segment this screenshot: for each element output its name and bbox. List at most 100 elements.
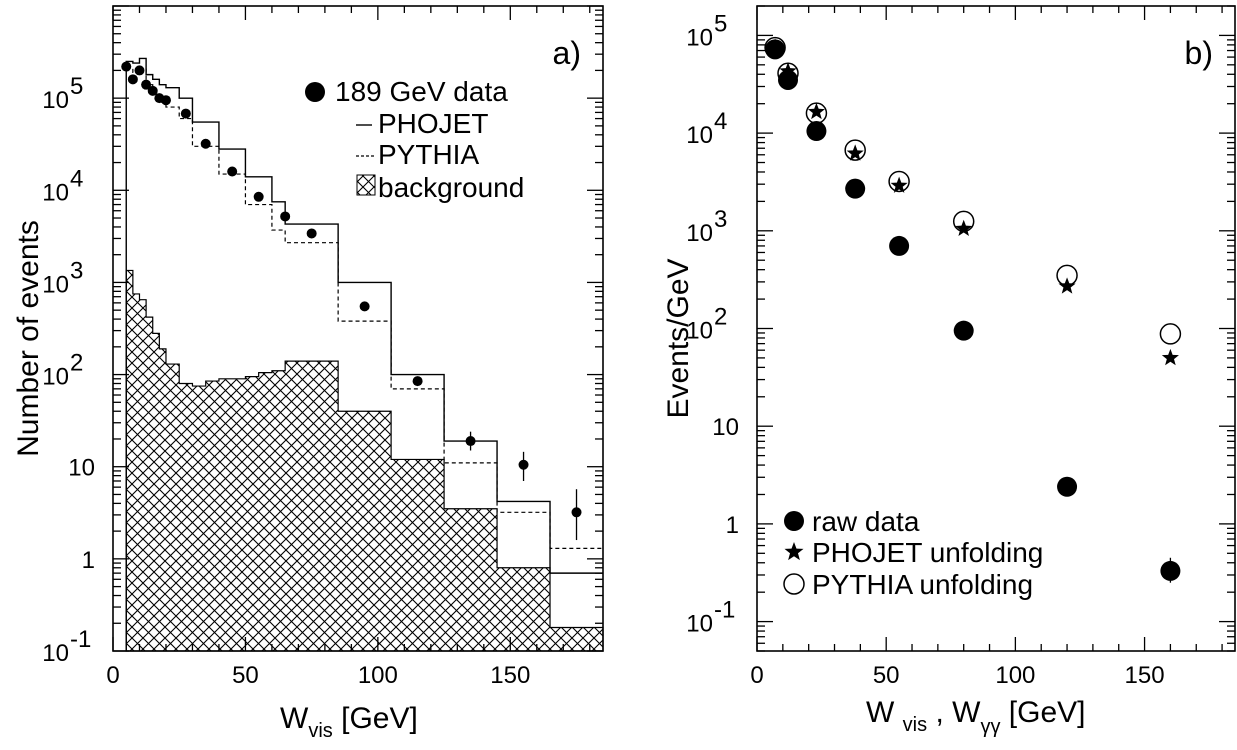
y-tick-exponent: -1 — [714, 597, 735, 624]
y-tick-label: 10 — [68, 455, 95, 482]
raw-data-point — [889, 235, 910, 256]
phojet-unfolding-point — [1161, 348, 1179, 366]
y-tick-label: 10 — [686, 220, 713, 247]
data-point — [134, 65, 145, 76]
y-tick-exponent: 2 — [70, 350, 83, 377]
x-tick-label: 100 — [358, 662, 398, 689]
x-axis-title-sub2: γγ — [980, 716, 1000, 738]
x-axis-title-sub: vis — [903, 714, 927, 736]
phojet-unfolding-point — [955, 219, 973, 237]
y-tick-label: 10 — [42, 179, 69, 206]
raw-data-point — [845, 178, 866, 199]
data-point — [200, 138, 211, 149]
panel-label: a) — [553, 35, 581, 71]
y-tick-label: 10 — [42, 87, 69, 114]
data-point — [127, 74, 138, 85]
data-point — [180, 108, 191, 119]
y-tick-label: 10 — [686, 318, 713, 345]
x-tick-label: 0 — [106, 662, 119, 689]
phojet-unfolding-point — [1058, 277, 1076, 294]
x-tick-label: 150 — [490, 662, 530, 689]
y-tick-label: 10 — [686, 24, 713, 51]
x-tick-label: 100 — [995, 662, 1035, 689]
data-point — [465, 436, 476, 447]
x-axis-title-sub: vis — [308, 720, 332, 742]
x-axis-title-main: W — [866, 696, 903, 729]
y-tick-label: 10 — [42, 271, 69, 298]
x-axis-title-unit: [GeV] — [1000, 696, 1085, 729]
phojet-histogram — [125, 57, 603, 651]
phojet-unfolding-point — [807, 102, 825, 120]
data-point — [518, 459, 529, 470]
data-point — [147, 85, 158, 96]
x-axis-title-unit: [GeV] — [333, 702, 418, 735]
raw-data-point — [778, 69, 799, 90]
legend-label: 189 GeV data — [335, 76, 508, 107]
raw-data-point — [806, 121, 827, 142]
data-point — [571, 507, 582, 518]
data-point — [141, 79, 152, 90]
legend-marker-dot — [784, 511, 804, 531]
y-axis-title: Number of events — [12, 220, 45, 457]
legend-label: PYTHIA — [378, 139, 479, 170]
phojet-unfolding-point — [779, 62, 797, 79]
y-tick-label: 1 — [726, 512, 739, 539]
legend-marker-dot — [305, 82, 325, 102]
x-tick-label: 150 — [1125, 662, 1165, 689]
y-tick-exponent: 5 — [714, 10, 727, 37]
plot-frame — [112, 5, 604, 652]
x-axis-title: Wvis [GeV] — [280, 702, 418, 742]
x-axis-title-mid: , W — [927, 696, 981, 729]
y-tick-exponent: 4 — [70, 165, 83, 192]
x-axis-title-main: W — [280, 702, 309, 735]
y-tick-label: 10 — [42, 640, 69, 667]
x-tick-label: 50 — [232, 662, 259, 689]
data-point — [412, 376, 423, 387]
legend-label: PYTHIA unfolding — [812, 569, 1033, 600]
y-tick-exponent: 3 — [70, 257, 83, 284]
legend-marker-hatch — [356, 174, 376, 196]
panel-label: b) — [1185, 35, 1213, 71]
y-tick-exponent: -1 — [70, 626, 91, 653]
legend-label: PHOJET — [378, 108, 488, 139]
raw-data-point — [1057, 476, 1078, 497]
data-point — [160, 95, 171, 106]
y-tick-label: 10 — [686, 122, 713, 149]
legend-label: raw data — [812, 506, 920, 537]
legend-marker-star — [784, 542, 804, 561]
y-tick-exponent: 4 — [714, 108, 727, 135]
legend-label: background — [378, 172, 524, 203]
background-histogram — [125, 269, 604, 652]
x-tick-label: 50 — [873, 662, 900, 689]
data-point — [253, 191, 264, 202]
data-point — [280, 211, 291, 222]
data-point — [227, 166, 238, 177]
data-point — [306, 228, 317, 239]
data-point — [121, 61, 132, 72]
y-tick-label: 10 — [686, 611, 713, 638]
phojet-unfolding-point — [846, 144, 864, 161]
panel-b: 0 50 100 15010510410310210110-1b)Events/GeV… — [662, 5, 1236, 738]
data-point — [359, 301, 370, 312]
x-axis-title: W vis , Wγγ [GeV] — [866, 696, 1085, 738]
legend-marker-open-circle — [783, 573, 805, 595]
y-tick-exponent: 2 — [714, 304, 727, 331]
x-tick-label: 0 — [750, 662, 763, 689]
y-tick-label: 1 — [82, 547, 95, 574]
raw-data-point — [1160, 560, 1181, 581]
y-tick-exponent: 3 — [714, 206, 727, 233]
pythia-unfolding-point — [1159, 323, 1182, 345]
y-tick-label: 10 — [42, 364, 69, 391]
phojet-unfolding-point — [766, 38, 784, 55]
legend-label: PHOJET unfolding — [812, 537, 1043, 568]
y-tick-exponent: 5 — [70, 73, 83, 100]
y-tick-label: 10 — [712, 414, 739, 441]
raw-data-point — [953, 320, 974, 341]
phojet-unfolding-point — [890, 176, 908, 193]
y-axis-title: Events/GeV — [662, 258, 695, 418]
